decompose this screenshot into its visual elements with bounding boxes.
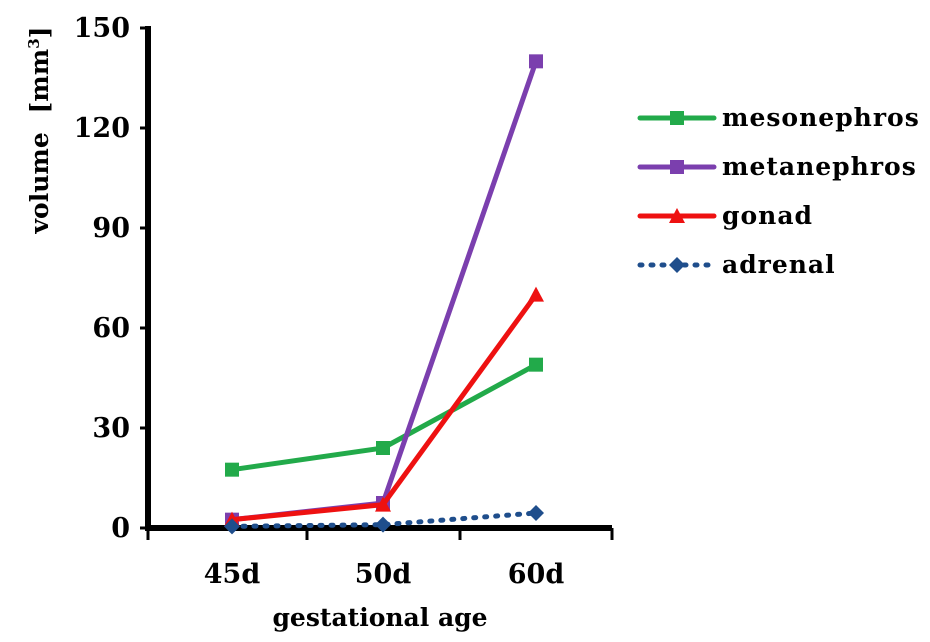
y-axis-unit-close: ] (25, 27, 54, 39)
legend-label: metanephros (722, 152, 917, 181)
series-line (229, 292, 539, 523)
data-point (225, 462, 239, 477)
data-point (529, 357, 543, 372)
series-gonad (224, 286, 544, 527)
data-point (375, 516, 391, 533)
legend-label: gonad (722, 201, 813, 230)
x-axis-title: gestational age (272, 603, 487, 632)
y-tick-label: 0 (111, 513, 130, 544)
y-axis-title: volume [mm3] (25, 27, 54, 235)
data-point (375, 496, 391, 512)
legend-label: mesonephros (722, 103, 920, 132)
data-point (670, 160, 684, 174)
y-tick-label: 30 (92, 413, 130, 444)
legend-item: gonad (637, 201, 813, 230)
series-line (229, 510, 539, 529)
data-point (670, 111, 684, 125)
data-point (376, 441, 390, 455)
data-point (528, 505, 544, 521)
y-axis-unit-open: [mm (25, 49, 54, 114)
y-tick-label: 90 (92, 213, 130, 244)
legend-item: mesonephros (637, 103, 920, 132)
y-axis-unit-superscript: 3 (25, 38, 43, 48)
data-point (669, 208, 685, 223)
data-point (528, 286, 544, 302)
x-tick-label: 60d (508, 559, 565, 590)
data-point (669, 257, 685, 273)
series-adrenal (224, 505, 544, 535)
y-tick-label: 150 (74, 13, 130, 44)
data-point (224, 518, 240, 535)
legend-label: adrenal (722, 250, 836, 279)
series-mesonephros (225, 357, 543, 477)
y-axis-title-text: volume (25, 132, 54, 234)
x-tick-label: 50d (355, 559, 412, 590)
data-point (529, 54, 543, 69)
y-tick-label: 60 (92, 313, 130, 344)
series-metanephros (225, 54, 543, 527)
legend-item: metanephros (637, 152, 917, 181)
x-tick-label: 45d (204, 559, 261, 590)
legend-item: adrenal (637, 250, 836, 279)
y-tick-label: 120 (74, 113, 130, 144)
